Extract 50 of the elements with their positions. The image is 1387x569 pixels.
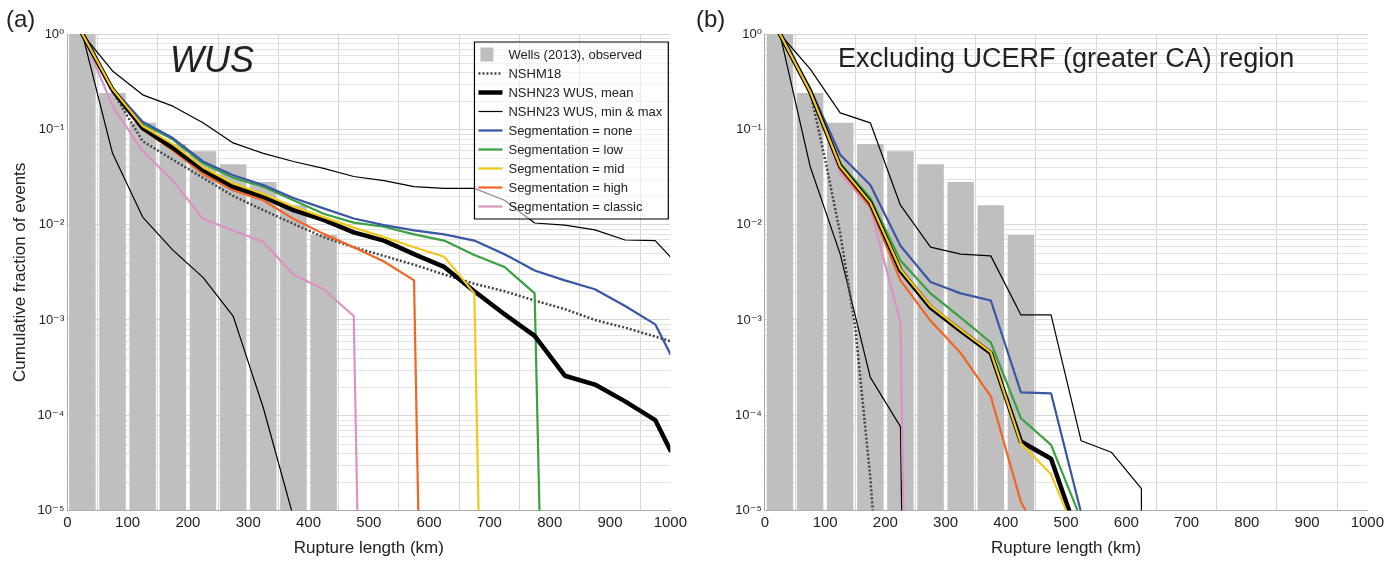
x-tick-label: 400: [296, 512, 322, 530]
chart-title: (a): [6, 4, 36, 32]
y-tick-label: 10⁻²: [736, 216, 763, 232]
y-tick-label: 10⁰: [742, 25, 762, 41]
x-tick-label: 900: [1294, 512, 1320, 530]
legend-label: Segmentation = mid: [508, 161, 625, 177]
x-tick-label: 500: [356, 512, 382, 530]
x-axis-title: Rupture length (km): [990, 538, 1142, 558]
y-tick-label: 10⁻¹: [736, 120, 763, 136]
x-tick-label: 300: [933, 512, 959, 530]
chart-title: (b): [696, 4, 726, 32]
x-tick-label: 500: [1053, 512, 1079, 530]
legend-label: Segmentation = low: [508, 142, 624, 158]
x-axis-title: Rupture length (km): [293, 538, 444, 558]
y-tick-label: 10⁻⁵: [37, 502, 65, 518]
x-tick-label: 100: [115, 512, 141, 530]
x-tick-label: 1000: [1350, 512, 1384, 530]
x-tick-label: 0: [760, 512, 770, 530]
x-tick-label: 800: [1234, 512, 1260, 530]
x-tick-label: 600: [1113, 512, 1139, 530]
y-tick-label: 10⁻³: [38, 311, 65, 327]
legend-label: Wells (2013), observed: [508, 47, 642, 63]
y-axis-title: Cumulative fraction of events: [9, 162, 29, 382]
x-tick-label: 400: [993, 512, 1019, 530]
annotation: WUS: [170, 39, 255, 81]
legend-label: Segmentation = high: [508, 180, 629, 196]
x-tick-label: 700: [476, 512, 502, 530]
x-tick-label: 200: [872, 512, 898, 530]
legend-label: NSHM18: [508, 66, 562, 82]
x-tick-label: 100: [812, 512, 838, 530]
y-tick-label: 10⁻²: [38, 216, 65, 232]
y-tick-label: 10⁻¹: [38, 120, 65, 136]
x-tick-label: 0: [63, 512, 72, 530]
y-tick-label: 10⁻⁴: [734, 406, 762, 422]
legend-label: Segmentation = classic: [508, 199, 643, 215]
y-tick-label: 10⁰: [44, 25, 65, 41]
x-tick-label: 300: [235, 512, 261, 530]
x-tick-label: 1000: [653, 512, 687, 530]
legend-label: Segmentation = none: [508, 123, 633, 139]
y-tick-label: 10⁻³: [736, 311, 763, 327]
x-tick-label: 200: [175, 512, 201, 530]
legend-label: NSHN23 WUS, mean: [508, 85, 634, 101]
legend-label: NSHN23 WUS, min & max: [508, 104, 663, 120]
x-tick-label: 900: [597, 512, 623, 530]
x-tick-label: 800: [537, 512, 563, 530]
annotation: Excluding UCERF (greater CA) region: [838, 42, 1295, 73]
x-tick-label: 600: [416, 512, 442, 530]
y-tick-label: 10⁻⁵: [735, 502, 762, 518]
x-tick-label: 700: [1174, 512, 1200, 530]
y-tick-label: 10⁻⁴: [37, 406, 65, 422]
